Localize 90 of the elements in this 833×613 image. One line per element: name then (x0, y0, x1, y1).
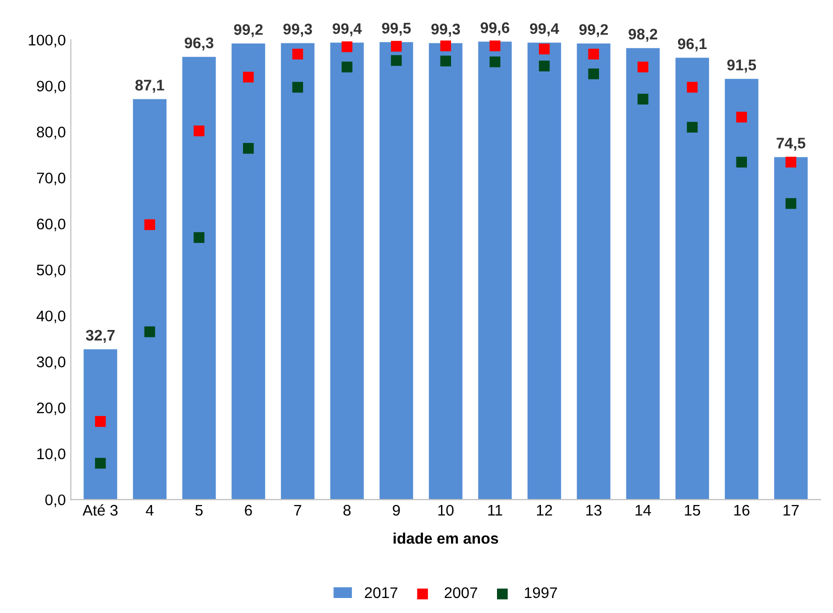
point (390, 40, 402, 52)
x-tick-label: 8 (343, 504, 351, 516)
bar (478, 42, 512, 500)
y-tick-label: 20,0 (36, 402, 66, 416)
bar (626, 48, 660, 500)
x-tick-label: 7 (294, 505, 302, 516)
legend-label: 2007 (444, 587, 478, 598)
bar (182, 56, 216, 500)
point (242, 142, 254, 154)
x-tick-label: 14 (636, 505, 651, 516)
x-tick-label: 10 (438, 504, 454, 516)
point (342, 62, 352, 72)
x-tick-label: Até 3 (82, 504, 118, 516)
x-tick-label: 5 (195, 505, 203, 516)
point (440, 56, 452, 66)
bar (380, 42, 414, 500)
y-tick-label: 60,0 (36, 218, 66, 232)
point (588, 68, 599, 80)
point (144, 219, 156, 230)
point (538, 44, 550, 54)
point (638, 62, 648, 72)
bar (232, 44, 266, 500)
x-tick-label: 16 (734, 504, 750, 516)
point (490, 40, 500, 52)
data-label: 99,6 (480, 22, 510, 36)
x-tick-label: 4 (146, 505, 154, 516)
bar (428, 43, 462, 500)
data-label: 98,2 (628, 28, 658, 42)
data-label: 96,1 (678, 38, 707, 52)
x-tick-label: 15 (684, 505, 700, 516)
point (440, 40, 452, 52)
point (786, 156, 796, 168)
x-tick-label: 6 (244, 504, 252, 516)
bar (528, 42, 562, 500)
point (390, 55, 402, 66)
bar (280, 43, 314, 500)
point (95, 416, 106, 427)
bar (724, 78, 758, 500)
x-tick-label: 9 (392, 504, 400, 516)
data-label: 99,2 (234, 24, 263, 38)
point (194, 125, 204, 136)
bar (84, 349, 118, 500)
data-label: 96,3 (184, 37, 214, 50)
bar (675, 58, 710, 500)
point (736, 156, 747, 168)
x-tick-label: 17 (784, 505, 799, 516)
point (342, 41, 352, 52)
data-label: 91,5 (727, 60, 756, 73)
y-tick-label: 80,0 (36, 126, 66, 140)
point (538, 60, 550, 72)
point (638, 94, 648, 105)
y-tick-label: 100,0 (28, 34, 66, 48)
point (194, 232, 204, 243)
y-tick-label: 0,0 (45, 494, 66, 508)
y-tick-label: 30,0 (36, 356, 66, 370)
y-tick-label: 90,0 (36, 80, 66, 94)
bar (576, 44, 610, 500)
y-tick-label: 40,0 (36, 310, 66, 324)
bar (330, 42, 364, 500)
point (736, 112, 747, 122)
point (144, 326, 156, 338)
data-label: 99,3 (283, 24, 312, 37)
x-tick-label: 12 (536, 504, 552, 516)
point (242, 72, 254, 82)
data-label: 99,4 (530, 23, 560, 36)
point (95, 458, 106, 469)
data-label: 99,5 (382, 22, 411, 36)
point (292, 48, 304, 60)
point (786, 198, 796, 209)
data-label: 99,3 (431, 24, 460, 37)
data-label: 74,5 (776, 138, 806, 151)
point (588, 48, 599, 60)
x-tick-label: 13 (586, 504, 602, 516)
y-tick-label: 50,0 (36, 264, 66, 278)
legend-label: 1997 (524, 587, 557, 598)
x-tick-label: 11 (488, 505, 502, 516)
legend-label: 2017 (364, 587, 398, 598)
bar (774, 157, 808, 500)
y-tick-label: 70,0 (36, 172, 66, 186)
data-label: 32,7 (86, 330, 115, 343)
y-tick-label: 10,0 (37, 448, 66, 462)
data-label: 87,1 (135, 80, 164, 93)
data-label: 99,4 (332, 23, 362, 36)
point (686, 82, 698, 93)
point (292, 82, 304, 93)
data-label: 99,2 (579, 24, 608, 38)
x-axis-title: idade em anos (394, 532, 498, 544)
point (686, 122, 698, 133)
point (490, 56, 500, 68)
bar (132, 99, 166, 500)
